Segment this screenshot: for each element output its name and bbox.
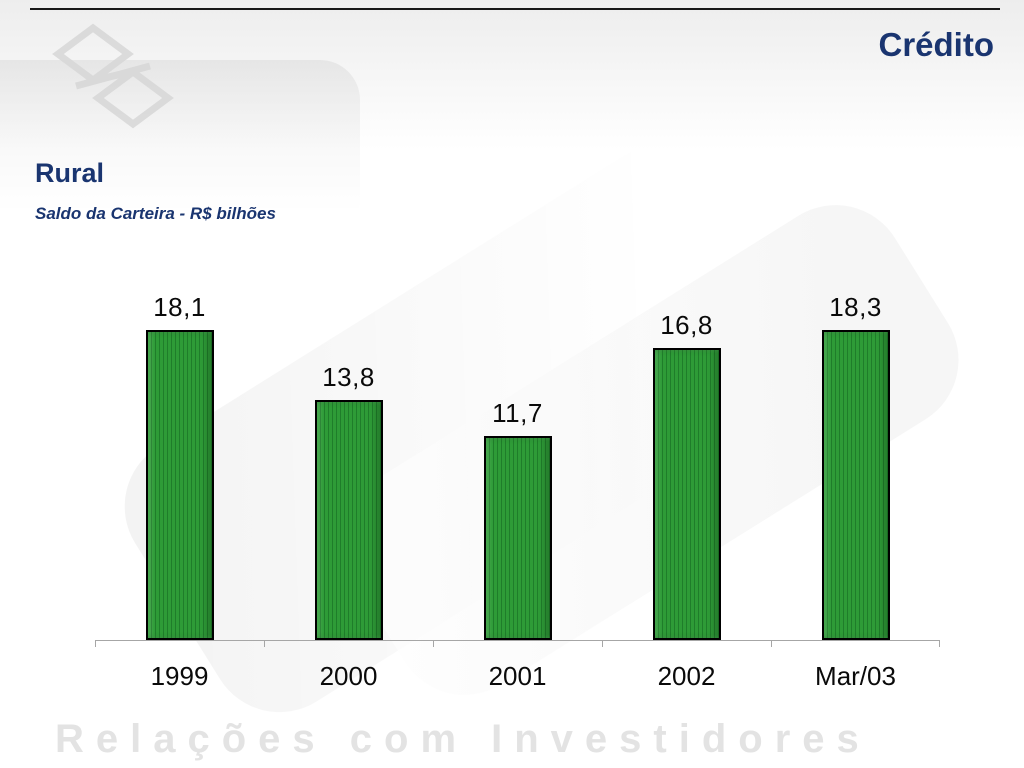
chart-title: Rural — [35, 158, 105, 188]
bar-group: 13,8 — [264, 292, 433, 640]
axis-tick — [939, 641, 940, 647]
bar — [145, 330, 214, 640]
bar-chart: 18,1 13,8 11,7 16,8 18,3 1999 2000 2001 2002 Mar… — [95, 292, 940, 692]
category-label: Mar/03 — [815, 661, 896, 691]
bar-group: 18,1 — [95, 292, 264, 640]
axis-tick — [771, 641, 772, 647]
slide-title: Crédito — [878, 26, 995, 63]
bar-value-label: 11,7 — [492, 398, 543, 428]
axis-tick — [95, 641, 96, 647]
bar-group: 18,3 — [771, 292, 940, 640]
footer-watermark: Relações com Investidores — [55, 717, 871, 761]
bar — [821, 330, 890, 640]
bar — [483, 436, 552, 640]
axis-tick — [264, 641, 265, 647]
bar-value-label: 16,8 — [660, 310, 713, 340]
bar-value-label: 18,3 — [829, 292, 882, 322]
bar — [314, 400, 383, 640]
bar-group: 11,7 — [433, 292, 602, 640]
category-label: 2000 — [319, 661, 378, 691]
top-divider-line — [30, 8, 1000, 10]
category-label: 2002 — [657, 661, 716, 691]
x-axis — [95, 640, 940, 647]
bar-value-label: 18,1 — [153, 292, 206, 322]
chart-subtitle: Saldo da Carteira - R$ bilhões — [35, 204, 276, 223]
axis-tick — [433, 641, 434, 647]
x-axis-labels: 1999 2000 2001 2002 Mar/03 — [95, 647, 940, 692]
plot-area: 18,1 13,8 11,7 16,8 18,3 — [95, 292, 940, 640]
banco-do-brasil-logo-icon — [38, 16, 188, 141]
bar-value-label: 13,8 — [322, 362, 375, 392]
bar-group: 16,8 — [602, 292, 771, 640]
category-label: 2001 — [488, 661, 547, 691]
bar — [652, 348, 721, 640]
category-label: 1999 — [150, 661, 209, 691]
axis-tick — [602, 641, 603, 647]
